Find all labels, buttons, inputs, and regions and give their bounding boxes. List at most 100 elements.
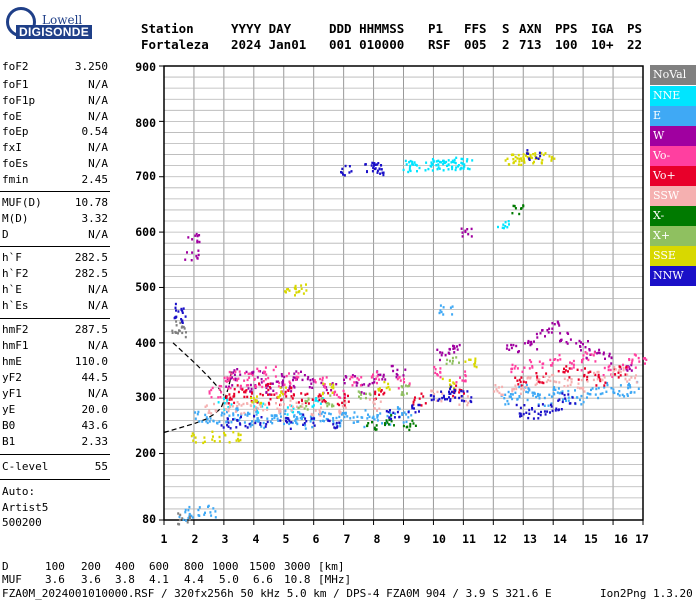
- echo-point: [331, 382, 334, 385]
- echo-point: [228, 441, 231, 444]
- echo-point: [239, 387, 242, 390]
- echo-point: [305, 420, 308, 423]
- echo-point: [296, 405, 298, 408]
- echo-point: [537, 412, 540, 415]
- echo-point: [565, 341, 568, 344]
- echo-point: [525, 154, 527, 157]
- echo-point: [222, 426, 225, 429]
- echo-point: [286, 406, 289, 409]
- echo-point: [525, 381, 528, 384]
- echo-point: [567, 399, 570, 402]
- echo-point: [528, 157, 531, 160]
- echo-point: [279, 394, 282, 397]
- y-tick-label: 500: [135, 280, 156, 294]
- echo-point: [597, 386, 600, 390]
- echo-point: [544, 335, 546, 338]
- echo-point: [461, 231, 464, 234]
- echo-point: [402, 393, 405, 397]
- echo-point: [295, 291, 298, 294]
- echo-point: [311, 378, 314, 381]
- echo-point: [365, 392, 367, 396]
- echo-point: [437, 159, 440, 162]
- echo-point: [586, 375, 589, 379]
- echo-point: [463, 163, 466, 166]
- echo-point: [630, 390, 633, 394]
- param-row: fmin 2.45: [2, 173, 108, 186]
- echo-point: [470, 227, 473, 231]
- echo-point: [589, 370, 592, 373]
- echo-point: [443, 161, 446, 165]
- echo-point: [583, 390, 586, 393]
- echo-point: [534, 152, 537, 155]
- echo-point: [405, 426, 408, 429]
- param-value: 282.5: [74, 267, 108, 280]
- echo-point: [440, 310, 443, 314]
- echo-point: [610, 362, 613, 365]
- echo-point: [392, 411, 395, 414]
- echo-point: [246, 378, 249, 382]
- echo-point: [612, 388, 615, 391]
- echo-point: [507, 390, 510, 394]
- echo-point: [236, 401, 239, 404]
- echo-point: [551, 373, 554, 377]
- echo-point: [438, 167, 441, 170]
- echo-point: [538, 378, 541, 381]
- echo-point: [204, 413, 207, 417]
- echo-point: [232, 412, 235, 415]
- echo-point: [448, 390, 450, 393]
- echo-point: [444, 398, 446, 401]
- echo-point: [580, 360, 583, 364]
- echo-point: [432, 395, 435, 398]
- echo-point: [194, 417, 197, 420]
- echo-point: [431, 169, 434, 172]
- echo-point: [343, 174, 346, 177]
- echo-point: [466, 228, 469, 231]
- y-tick-label: 800: [135, 116, 156, 130]
- echo-point: [186, 521, 189, 524]
- muf-value: 5.0: [219, 573, 239, 586]
- echo-point: [500, 393, 503, 396]
- echo-point: [214, 516, 217, 519]
- echo-point: [292, 378, 294, 382]
- echo-point: [585, 357, 588, 360]
- echo-point: [386, 421, 389, 424]
- echo-point: [579, 387, 581, 390]
- echo-point: [214, 409, 217, 412]
- echo-point: [178, 329, 181, 333]
- echo-point: [626, 380, 629, 383]
- echo-point: [234, 378, 237, 381]
- echo-point: [546, 329, 549, 332]
- echo-point: [187, 509, 190, 512]
- echo-point: [586, 392, 589, 395]
- echo-point: [587, 358, 590, 362]
- echo-point: [285, 288, 288, 291]
- echo-point: [242, 402, 245, 406]
- echo-point: [338, 412, 341, 415]
- echo-point: [232, 371, 235, 374]
- echo-point: [384, 378, 387, 381]
- echo-point: [592, 378, 595, 382]
- echo-point: [237, 432, 240, 435]
- echo-point: [586, 380, 589, 383]
- echo-point: [339, 396, 342, 399]
- echo-point: [596, 352, 599, 355]
- echo-point: [181, 311, 184, 314]
- echo-point: [229, 396, 232, 399]
- echo-point: [453, 391, 456, 395]
- echo-point: [521, 370, 524, 373]
- echo-point: [557, 370, 560, 373]
- param-value: 10.78: [74, 196, 108, 209]
- echo-point: [458, 361, 460, 364]
- echo-point: [238, 403, 241, 406]
- echo-point: [383, 391, 386, 395]
- echo-point: [236, 419, 239, 422]
- echo-point: [446, 358, 449, 362]
- echo-point: [302, 423, 305, 426]
- echo-point: [223, 412, 226, 416]
- echo-point: [473, 365, 476, 368]
- echo-point: [359, 384, 362, 387]
- echo-point: [374, 397, 377, 400]
- param-value: 3.250: [74, 60, 108, 73]
- echo-point: [181, 319, 184, 322]
- echo-point: [307, 402, 310, 405]
